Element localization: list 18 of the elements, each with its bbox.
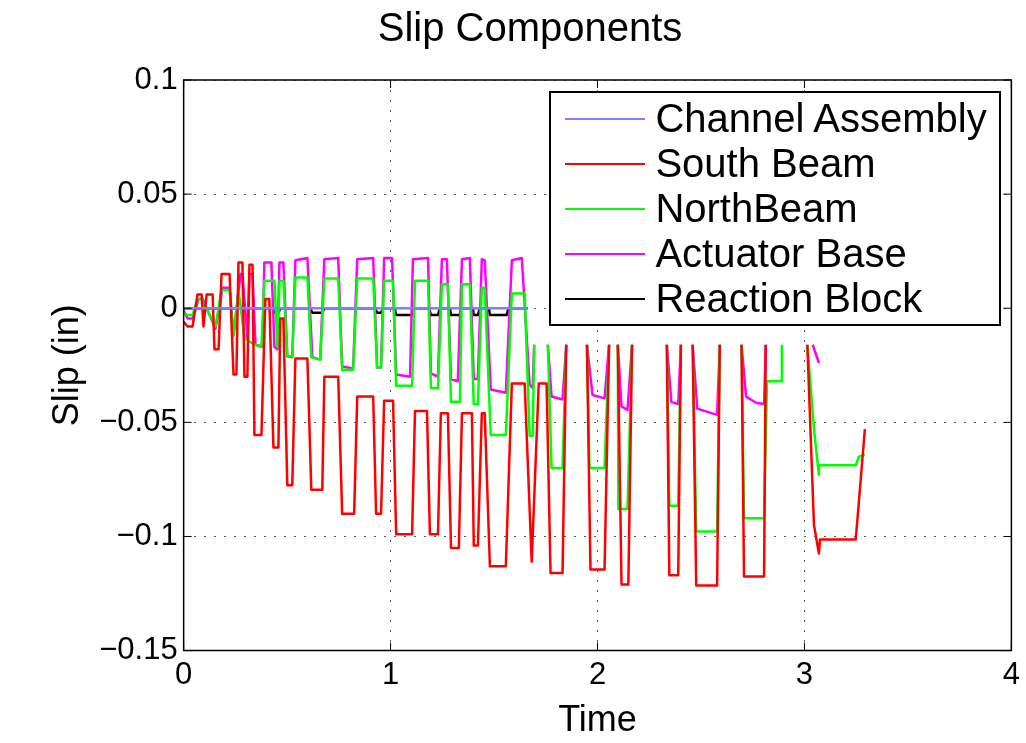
legend-label: Actuator Base bbox=[655, 231, 907, 276]
x-axis-title: Time bbox=[558, 698, 637, 740]
legend-label: South Beam bbox=[655, 141, 876, 186]
x-tick-label: 4 bbox=[1002, 655, 1020, 691]
y-axis-title: Slip (in) bbox=[44, 304, 86, 427]
y-tick-label: 0.05 bbox=[117, 174, 178, 210]
legend-label: NorthBeam bbox=[655, 186, 858, 231]
y-tick-label: −0.15 bbox=[99, 631, 178, 667]
x-tick-label: 2 bbox=[588, 655, 607, 691]
legend-label: Reaction Block bbox=[655, 276, 923, 321]
y-tick-label: −0.1 bbox=[116, 517, 178, 553]
x-tick-label: 1 bbox=[381, 655, 400, 691]
y-tick-label: 0 bbox=[160, 288, 178, 324]
y-tick-label: 0.1 bbox=[134, 60, 178, 96]
x-tick-label: 3 bbox=[795, 655, 814, 691]
y-tick-label: −0.05 bbox=[99, 402, 178, 438]
legend-label: Channel Assembly bbox=[655, 96, 987, 141]
chart-title: Slip Components bbox=[377, 5, 683, 50]
